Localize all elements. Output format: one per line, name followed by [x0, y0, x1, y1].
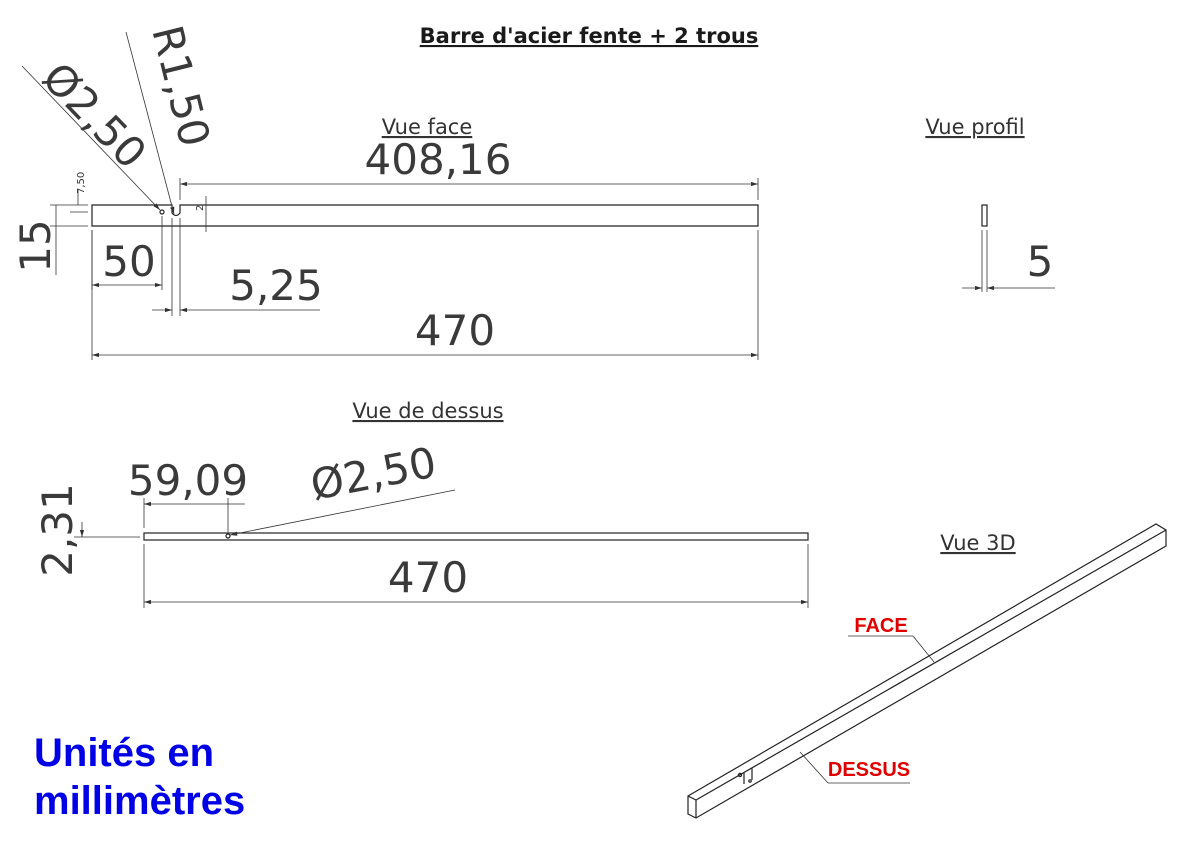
front-view-hole [159, 209, 165, 215]
top-view-hole [225, 533, 231, 539]
top-view-bar [143, 532, 809, 541]
dim-slot-depth-value: 2 [195, 205, 206, 211]
dim-slot-width-value: 5,25 [229, 261, 323, 310]
dim-top-hole-offset: 59,09 [128, 456, 248, 532]
drawing-title: Barre d'acier fente + 2 trous [420, 24, 759, 48]
side-view-section [981, 204, 988, 227]
callout-dessus-label: DESSUS [828, 759, 910, 781]
dim-length-value: 470 [415, 306, 495, 355]
iso-view-label: Vue 3D [940, 531, 1015, 555]
dim-top-height: 2,31 [33, 483, 140, 577]
callout-face-label: FACE [854, 615, 907, 637]
dim-height-value: 15 [11, 219, 60, 272]
dim-hole-offset: 50 [91, 216, 163, 290]
side-view-label: Vue profil [925, 115, 1024, 139]
dim-slot-width: 5,25 [152, 218, 323, 316]
dim-slot-to-end-value: 408,16 [365, 135, 512, 184]
top-view-label: Vue de dessus [352, 399, 503, 423]
units-note: Unités en millimètres [34, 731, 245, 823]
dim-thickness: 5 [962, 230, 1055, 292]
dim-hole-height: 7,50 [70, 172, 88, 213]
dim-top-diameter: Ø2,50 [229, 438, 456, 536]
dim-top-length: 470 [143, 544, 809, 608]
dim-front-diameter-value: Ø2,50 [33, 53, 156, 178]
dim-radius-value: R1,50 [142, 21, 219, 152]
units-note-line2: millimètres [34, 779, 245, 823]
front-view-bar [91, 204, 759, 227]
dim-thickness-value: 5 [1027, 237, 1054, 286]
dim-front-diameter: Ø2,50 [21, 53, 161, 211]
dim-top-length-value: 470 [388, 553, 468, 602]
dim-length: 470 [91, 230, 759, 360]
side-view: Vue profil 5 [925, 115, 1055, 292]
dim-height: 15 [11, 204, 88, 275]
callout-face: FACE [848, 615, 935, 663]
dim-hole-height-value: 7,50 [76, 172, 87, 194]
front-view: Vue face 408,16 Ø2,50 R1,50 15 [11, 21, 759, 360]
front-view-label: Vue face [382, 115, 473, 139]
dim-top-height-value: 2,31 [33, 483, 82, 577]
dim-slot-to-end: 408,16 [179, 135, 759, 200]
iso-bar [687, 523, 1167, 819]
dim-radius: R1,50 [125, 21, 220, 215]
dim-top-hole-offset-value: 59,09 [128, 456, 248, 505]
units-note-line1: Unités en [34, 731, 214, 775]
iso-view: Vue 3D FACE DESSUS [687, 523, 1167, 819]
dim-top-diameter-value: Ø2,50 [307, 438, 441, 510]
dim-hole-offset-value: 50 [102, 237, 155, 286]
dim-slot-depth: 2 [195, 196, 207, 232]
callout-dessus: DESSUS [799, 751, 910, 784]
top-view: Vue de dessus 2,31 59,09 Ø2,50 470 [33, 399, 809, 608]
